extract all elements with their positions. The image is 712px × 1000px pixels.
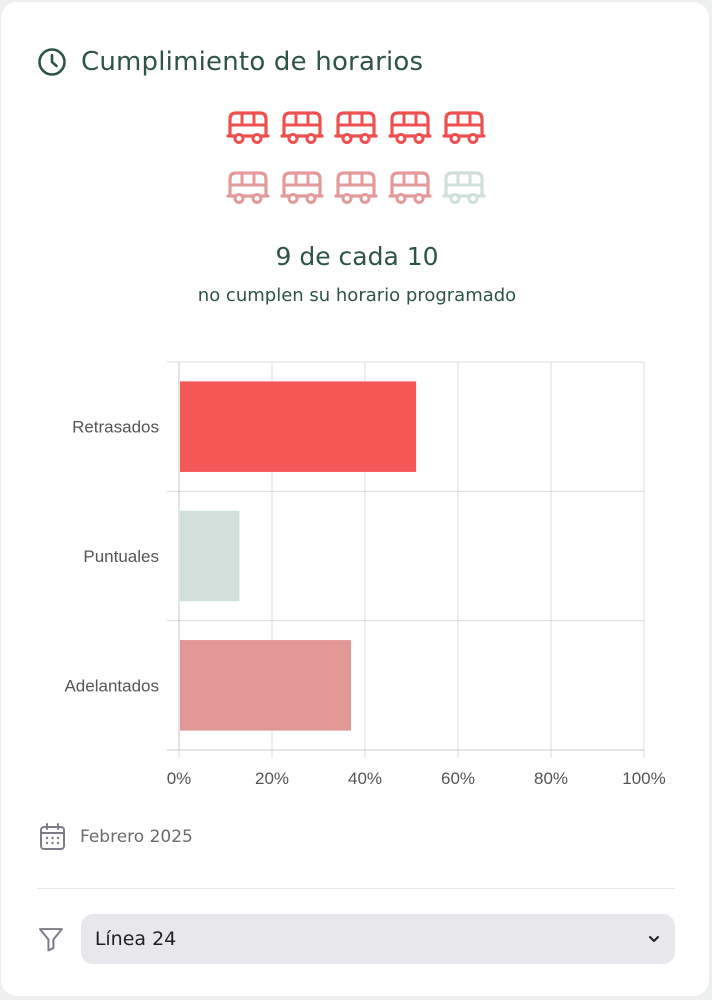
bus-row <box>225 110 487 146</box>
line-filter: Línea 24 <box>37 914 675 964</box>
bus-icon <box>334 171 378 204</box>
period-info: Febrero 2025 <box>39 822 193 852</box>
category-label: Adelantados <box>64 676 159 695</box>
period-label: Febrero 2025 <box>80 827 193 847</box>
bus-icon <box>442 111 486 144</box>
bus-icon <box>226 171 270 204</box>
stat-headline: 9 de cada 10 <box>275 242 439 271</box>
bus-icon <box>442 171 486 204</box>
x-tick-label: 100% <box>622 769 665 788</box>
chevron-down-icon <box>649 936 659 942</box>
bar-puntuales <box>180 510 240 602</box>
bar-retrasados <box>180 381 417 472</box>
category-label: Retrasados <box>72 418 159 437</box>
bus-icon <box>388 171 432 204</box>
x-tick-label: 0% <box>167 769 192 788</box>
clock-icon <box>38 48 66 76</box>
filter-icon <box>38 928 63 952</box>
bus-icon <box>334 111 378 144</box>
bus-row <box>225 170 487 206</box>
x-tick-label: 40% <box>348 769 382 788</box>
x-tick-label: 20% <box>255 769 289 788</box>
compliance-bar-chart: Retrasados Puntuales Adelantados 0% 20% 40% 60… <box>64 361 666 788</box>
bus-icon <box>280 111 324 144</box>
bus-icon <box>280 171 324 204</box>
card-title: Cumplimiento de horarios <box>81 47 424 77</box>
line-select[interactable]: Línea 24 <box>80 914 675 964</box>
bar-adelantados <box>180 640 352 731</box>
bus-icon <box>226 111 270 144</box>
card-header: Cumplimiento de horarios <box>37 44 423 80</box>
x-tick-label: 60% <box>441 769 475 788</box>
bus-icon <box>388 111 432 144</box>
x-tick-label: 80% <box>534 769 568 788</box>
line-select-value: Línea 24 <box>94 928 177 950</box>
category-label: Puntuales <box>83 547 159 566</box>
calendar-icon <box>40 823 65 850</box>
divider <box>37 888 675 889</box>
stat-subline: no cumplen su horario programado <box>197 285 517 306</box>
